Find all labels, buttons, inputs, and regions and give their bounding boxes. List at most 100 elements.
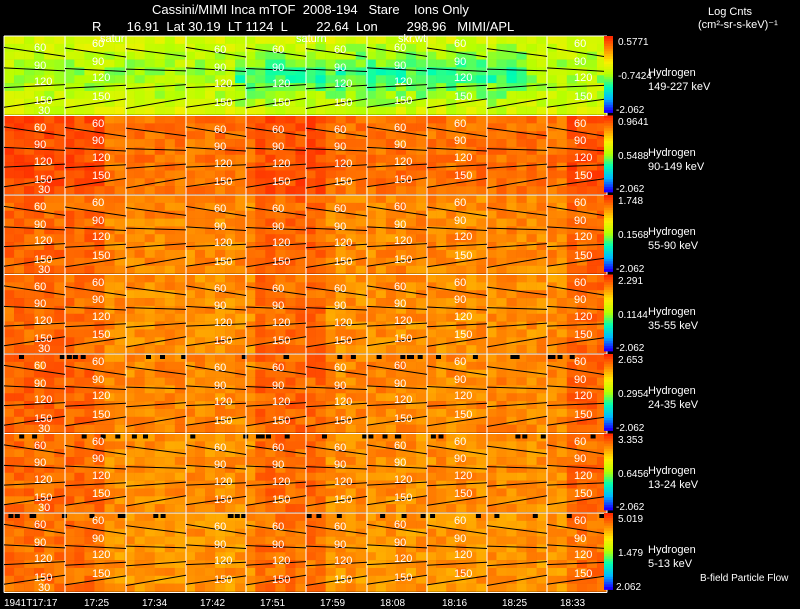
pitch-angle-label: 150 [454, 488, 473, 500]
heatmap-cell [496, 43, 507, 52]
heatmap-cell [24, 75, 35, 84]
heatmap-cell [406, 154, 417, 163]
heatmap-cell [476, 313, 487, 322]
heatmap-cell [596, 416, 608, 425]
heatmap-cell [205, 575, 216, 584]
heatmap-cell [24, 457, 35, 466]
heatmap-cell [144, 249, 156, 259]
heatmap-cell [184, 146, 196, 156]
heatmap-cell [64, 75, 75, 84]
heatmap-cell [114, 457, 125, 466]
heatmap-cell [14, 449, 25, 458]
heatmap-cell [54, 361, 65, 370]
heatmap-cell [164, 36, 176, 45]
heatmap-cell [456, 186, 467, 195]
heatmap-cell [14, 313, 25, 322]
heatmap-cell [586, 449, 598, 458]
heatmap-cell [496, 321, 507, 330]
colorbar-swatch [604, 266, 613, 270]
heatmap-cell [345, 162, 357, 171]
heatmap-cell [154, 305, 166, 315]
heatmap-cell [385, 210, 397, 219]
heatmap-cell [64, 560, 75, 569]
heatmap-cell [215, 186, 226, 195]
heatmap-cell [194, 528, 206, 537]
colorbar-swatch [604, 376, 613, 380]
heatmap-cell [335, 282, 346, 291]
pitch-angle-label: 150 [214, 97, 233, 109]
heatmap-cell [546, 377, 558, 386]
heatmap-cell [516, 504, 527, 513]
heatmap-cell [486, 67, 497, 76]
heatmap-cell [385, 226, 397, 235]
heatmap-cell [325, 265, 336, 274]
colorbar-min: -2.062 [616, 105, 645, 116]
heatmap-cell [395, 567, 407, 577]
heatmap-cell [436, 354, 447, 363]
heatmap-cell [436, 520, 447, 529]
heatmap-cell [355, 354, 367, 363]
heatmap-cell [556, 504, 568, 513]
heatmap-cell [516, 59, 527, 68]
heatmap-cell [44, 313, 55, 322]
heatmap-cell [275, 51, 286, 60]
heatmap-cell [436, 575, 447, 584]
heatmap-cell [104, 36, 115, 45]
heatmap-cell [124, 90, 135, 100]
heatmap-cell [355, 433, 367, 442]
energy-label: 35-55 keV [648, 320, 699, 332]
colorbar-swatch [604, 322, 613, 326]
heatmap-cell [215, 282, 226, 291]
heatmap-cell [114, 560, 125, 569]
heatmap-cell [24, 536, 35, 545]
heatmap-cell [235, 43, 246, 52]
heatmap-cell [315, 385, 326, 394]
heatmap-cell [506, 441, 517, 450]
heatmap-cell [295, 123, 306, 132]
heatmap-cell [255, 464, 266, 474]
heatmap-cell [546, 369, 558, 378]
heatmap-cell [446, 282, 457, 291]
heatmap-cell [255, 369, 266, 378]
heatmap-cell [4, 457, 15, 466]
heatmap-cell [144, 345, 156, 354]
heatmap-cell [144, 115, 156, 124]
heatmap-cell [506, 513, 517, 522]
heatmap-cell [506, 504, 517, 513]
pitch-angle-label: 150 [334, 335, 353, 347]
heatmap-cell [406, 321, 417, 330]
heatmap-cell [355, 98, 367, 107]
heatmap-cell [385, 424, 397, 433]
heatmap-cell [215, 504, 226, 513]
heatmap-cell [436, 424, 447, 433]
heatmap-cell [44, 226, 55, 235]
heatmap-cell [34, 513, 45, 522]
heatmap-cell [305, 496, 316, 505]
heatmap-cell [486, 441, 497, 450]
heatmap-cell [154, 139, 166, 148]
heatmap-cell [285, 583, 296, 592]
heatmap-cell [556, 377, 568, 386]
heatmap-cell [436, 504, 447, 513]
colorbar-swatch [604, 507, 613, 511]
heatmap-cell [536, 583, 547, 592]
heatmap-cell [4, 249, 15, 259]
heatmap-cell [586, 123, 598, 132]
heatmap-cell [54, 496, 65, 505]
colorbar-swatch [604, 156, 613, 160]
heatmap-cell [395, 162, 407, 171]
heatmap-cell [325, 75, 336, 84]
heatmap-cell [154, 36, 166, 45]
heatmap-cell [174, 106, 186, 115]
heatmap-cell [466, 51, 477, 60]
heatmap-cell [335, 290, 346, 299]
pitch-angle-label: 120 [394, 76, 413, 88]
heatmap-cell [325, 290, 336, 299]
heatmap-cell [596, 195, 608, 204]
heatmap-cell [496, 178, 507, 187]
heatmap-cell [486, 123, 497, 132]
heatmap-cell [526, 488, 537, 497]
heatmap-cell [104, 377, 115, 386]
heatmap-cell [54, 242, 65, 251]
heatmap-cell [586, 552, 598, 561]
